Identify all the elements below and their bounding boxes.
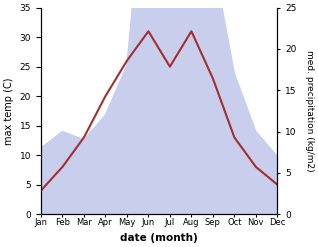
X-axis label: date (month): date (month) — [120, 233, 198, 243]
Y-axis label: max temp (C): max temp (C) — [4, 77, 14, 145]
Y-axis label: med. precipitation (kg/m2): med. precipitation (kg/m2) — [305, 50, 314, 172]
